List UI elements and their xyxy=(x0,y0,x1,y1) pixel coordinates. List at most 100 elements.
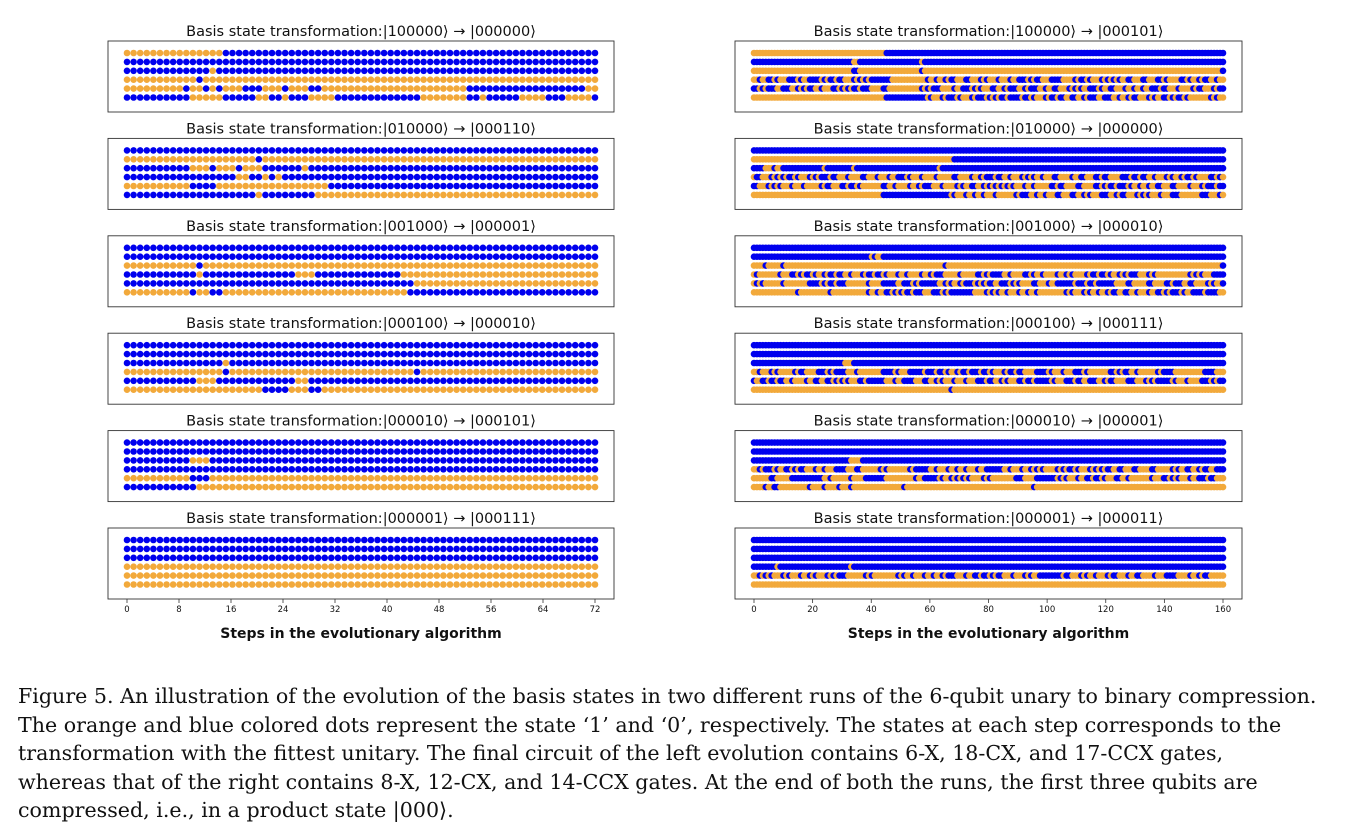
left-panel-3-qubit-4-dot xyxy=(558,271,566,278)
left-panel-3-qubit-4-dot xyxy=(525,271,533,278)
left-panel-5-qubit-4-dot xyxy=(367,466,375,473)
left-panel-5-qubit-5-dot xyxy=(512,474,520,482)
left-panel-1-qubit-1-dot xyxy=(334,49,342,57)
left-panel-3-qubit-4-dot xyxy=(512,271,520,278)
left-panel-6-qubit-3-dot xyxy=(374,554,381,562)
left-panel-6-qubit-2-dot xyxy=(532,545,539,553)
left-panel-4-qubit-4-dot xyxy=(578,368,586,376)
left-panel-5-qubit-2-dot xyxy=(426,448,434,455)
left-panel-1-qubit-1-dot xyxy=(255,49,263,57)
left-panel-2-qubit-6-dot xyxy=(591,191,599,199)
left-panel-4-qubit-5-dot xyxy=(209,377,216,385)
left-panel-3-qubit-6-dot xyxy=(506,289,513,296)
left-panel-1-qubit-6-dot xyxy=(545,94,553,101)
left-panel-3-qubit-1-dot xyxy=(525,244,533,252)
left-panel-5-qubit-3-dot xyxy=(262,457,269,464)
left-panel-6-qubit-5-dot xyxy=(532,572,539,579)
left-panel-1-qubit-1-dot xyxy=(380,49,388,57)
left-panel-1-qubit-5-dot xyxy=(506,85,513,92)
left-panel-1-qubit-1-dot xyxy=(275,49,282,57)
left-panel-2-qubit-2-dot xyxy=(473,156,480,163)
left-panel-5-qubit-6-dot xyxy=(565,483,572,491)
left-panel-4-qubit-5-dot xyxy=(459,377,467,385)
left-panel-2-qubit-2-dot xyxy=(571,156,579,163)
left-panel-1-qubit-1-dot xyxy=(295,49,302,57)
left-panel-4-qubit-6-dot xyxy=(400,386,408,394)
left-panel-3-qubit-6-dot xyxy=(308,289,315,296)
left-panel-4-qubit-3-dot xyxy=(202,359,210,367)
left-panel-2-qubit-4-dot xyxy=(202,173,210,181)
left-panel-2-qubit-4-dot xyxy=(538,173,546,181)
left-panel-5-qubit-1-dot xyxy=(123,439,131,446)
left-panel-5-qubit-3-dot xyxy=(248,457,256,464)
left-panel-2-qubit-4-dot xyxy=(440,173,447,181)
left-panel-5-qubit-2-dot xyxy=(314,448,322,455)
left-panel-1-qubit-2-dot xyxy=(202,58,210,66)
left-panel-1-qubit-2-dot xyxy=(143,58,151,66)
left-panel-5-qubit-5-dot xyxy=(347,474,355,482)
left-panel-6-qubit-6-dot xyxy=(334,581,342,588)
left-panel-5-qubit-1-dot xyxy=(453,439,460,446)
left-panel-5-qubit-5-dot xyxy=(281,474,289,482)
left-panel-1-qubit-4-dot xyxy=(301,76,309,83)
left-panel-5-qubit-6-dot xyxy=(506,483,513,491)
left-panel-6-qubit-3-dot xyxy=(288,554,296,562)
left-panel-3-qubit-2-dot xyxy=(275,253,282,260)
left-panel-6-qubit-1-dot xyxy=(136,536,144,544)
left-panel-4-qubit-4-dot xyxy=(459,368,467,376)
left-panel-2-qubit-5-dot xyxy=(183,182,190,190)
left-panel-2-qubit-2-dot xyxy=(156,156,164,163)
left-panel-5-qubit-2-dot xyxy=(499,448,507,455)
left-panel-6-qubit-3-dot xyxy=(209,554,216,562)
left-panel-6-qubit-4-dot xyxy=(413,563,421,570)
left-panel-6-qubit-4-dot xyxy=(347,563,355,570)
left-panel-6-qubit-3-dot xyxy=(499,554,507,562)
left-panel-1-qubit-5-dot xyxy=(558,85,566,92)
left-panel-3-qubit-3-dot xyxy=(512,262,520,269)
left-panel-6-qubit-3-dot xyxy=(367,554,375,562)
left-panel-3-qubit-5-dot xyxy=(578,280,586,287)
left-panel-4-qubit-6-dot xyxy=(308,386,315,394)
left-panel-2-qubit-5-dot xyxy=(334,182,342,190)
left-panel-2-qubit-4-dot xyxy=(288,173,296,181)
left-panel-1-qubit-4-dot xyxy=(506,76,513,83)
left-panel-3-qubit-3-dot xyxy=(525,262,533,269)
left-panel-4-qubit-5-dot xyxy=(479,377,487,385)
left-panel-3-qubit-2-dot xyxy=(387,253,394,260)
left-panel-1-qubit-4-dot xyxy=(130,76,137,83)
left-panel-1-qubit-3-dot xyxy=(525,67,533,75)
left-panel-1-qubit-4-dot xyxy=(143,76,151,83)
left-panel-4-qubit-6-dot xyxy=(420,386,427,394)
left-panel-5-qubit-1-dot xyxy=(400,439,408,446)
left-panel-2-qubit-5-dot xyxy=(466,182,474,190)
left-panel-5-qubit-2-dot xyxy=(242,448,249,455)
left-panel-4-qubit-1-dot xyxy=(334,341,342,349)
left-panel-6-qubit-5-dot xyxy=(143,572,151,579)
left-panel-6-qubit-1-dot xyxy=(538,536,546,544)
left-panel-6-qubit-1-dot xyxy=(426,536,434,544)
left-panel-2-qubit-1-dot xyxy=(506,147,513,154)
left-panel-4-qubit-5-dot xyxy=(585,377,592,385)
left-panel-5-qubit-1-dot xyxy=(380,439,388,446)
left-panel-3-qubit-5-dot xyxy=(585,280,592,287)
left-panel-3-qubit-6-dot xyxy=(281,289,289,296)
left-panel-5-qubit-6-dot xyxy=(275,483,282,491)
left-panel-3-qubit-6-dot xyxy=(321,289,329,296)
left-panel-3-qubit-5-dot xyxy=(486,280,493,287)
left-panel-2-qubit-5-dot xyxy=(268,182,276,190)
left-panel-3-qubit-3-dot xyxy=(473,262,480,269)
left-panel-5-qubit-4-dot xyxy=(459,466,467,473)
left-panel-3-qubit-5-dot xyxy=(255,280,263,287)
left-panel-3-qubit-5-dot xyxy=(209,280,216,287)
left-panel-6-qubit-5-dot xyxy=(209,572,216,579)
left-panel-2-qubit-3-dot xyxy=(393,164,401,172)
left-panel-4-qubit-2-dot xyxy=(374,350,381,358)
left-panel-3-qubit-4-dot xyxy=(545,271,553,278)
left-panel-1-qubit-4-dot xyxy=(262,76,269,83)
left-panel-1-qubit-3-dot xyxy=(512,67,520,75)
left-panel-2-qubit-1-dot xyxy=(473,147,480,154)
right-panel-2-qubit-5-dot xyxy=(1219,182,1227,190)
left-panel-2-qubit-4-dot xyxy=(248,173,256,181)
left-panel-6-qubit-4-dot xyxy=(565,563,572,570)
left-panel-2-qubit-6-dot xyxy=(275,191,282,199)
